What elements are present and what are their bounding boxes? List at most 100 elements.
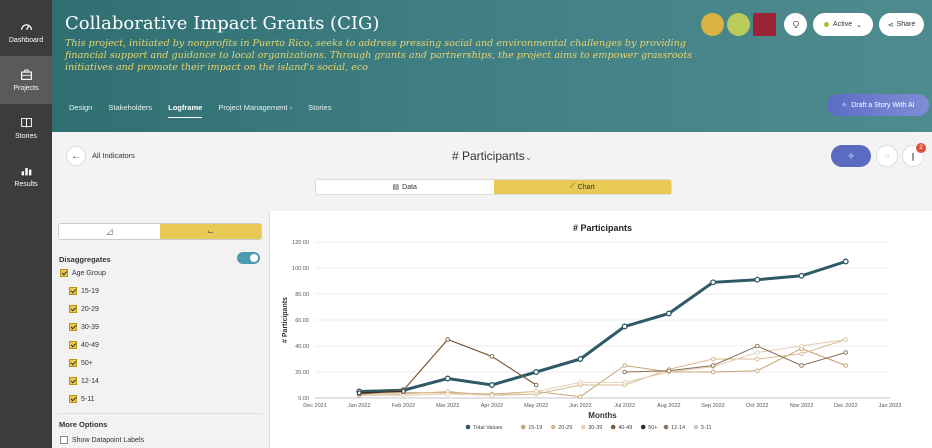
line-chart-icon: ⌙ bbox=[207, 227, 214, 236]
group-checkbox-20-29[interactable]: 20-29 bbox=[69, 305, 99, 313]
checkbox-checked-icon bbox=[69, 377, 77, 385]
indicator-selector[interactable]: # Participants⌄ bbox=[452, 149, 532, 163]
x-tick-label: Jan 2022 bbox=[348, 403, 371, 409]
legend-marker bbox=[465, 424, 471, 430]
ai-tools-button[interactable]: ✧ bbox=[831, 145, 871, 167]
disaggregates-toggle[interactable] bbox=[237, 252, 260, 264]
sdg-goal-icon[interactable] bbox=[753, 13, 776, 36]
series-line bbox=[359, 339, 846, 396]
paperclip-icon: ∥ bbox=[911, 151, 915, 161]
tab-stories[interactable]: Stories bbox=[308, 103, 332, 112]
notification-badge: 2 bbox=[916, 143, 926, 153]
lightbulb-button[interactable] bbox=[784, 13, 807, 36]
nav-results[interactable]: Results bbox=[0, 152, 52, 200]
data-point bbox=[710, 363, 716, 368]
data-point bbox=[799, 351, 804, 357]
draft-story-label: Draft a Story With AI bbox=[851, 101, 915, 109]
show-labels-label: Show Datapoint Labels bbox=[72, 436, 144, 444]
draft-story-ai-button[interactable]: ✧ Draft a Story With AI bbox=[827, 94, 929, 116]
nav-projects[interactable]: Projects bbox=[0, 56, 52, 104]
legend-marker bbox=[663, 424, 669, 430]
chart-view-label: Chart bbox=[577, 183, 595, 191]
data-point bbox=[755, 356, 760, 362]
table-icon: ▤ bbox=[392, 184, 400, 191]
data-point bbox=[356, 390, 362, 396]
data-point bbox=[445, 391, 450, 397]
data-point bbox=[799, 363, 804, 368]
group-checkbox-40-49[interactable]: 40-49 bbox=[69, 341, 99, 349]
sdg-goal-icon[interactable] bbox=[727, 13, 750, 36]
all-indicators-link[interactable]: All Indicators bbox=[92, 151, 135, 160]
data-point bbox=[710, 356, 716, 362]
group-checkbox-50plus[interactable]: 50+ bbox=[69, 359, 93, 367]
magic-wand-icon: ✧ bbox=[841, 102, 848, 109]
magic-wand-icon: ✧ bbox=[847, 150, 855, 161]
legend-label: 30-39 bbox=[588, 425, 602, 431]
data-point bbox=[533, 382, 539, 388]
legend-label: 50+ bbox=[648, 425, 657, 431]
x-tick-label: Feb 2022 bbox=[392, 403, 415, 409]
group-label: 50+ bbox=[81, 359, 93, 367]
tab-stakeholders[interactable]: Stakeholders bbox=[108, 103, 153, 112]
checkbox-checked-icon bbox=[69, 341, 77, 349]
age-group-checkbox[interactable]: Age Group bbox=[60, 269, 106, 277]
sdg-goal-icon[interactable] bbox=[701, 13, 724, 36]
dashboard-gauge-icon bbox=[20, 24, 32, 31]
legend-marker bbox=[520, 424, 526, 430]
series-line bbox=[624, 345, 846, 373]
chart-view-button[interactable]: ⟋ Chart bbox=[493, 180, 671, 194]
group-label: 20-29 bbox=[81, 305, 99, 313]
chevron-down-icon: ⌄ bbox=[856, 21, 862, 29]
nav-dashboard[interactable]: Dashboard bbox=[0, 8, 52, 56]
checkbox-empty-icon bbox=[60, 436, 68, 444]
x-tick-label: Jan 2023 bbox=[879, 403, 902, 409]
group-label: 5-11 bbox=[81, 395, 95, 403]
chart-title: # Participants bbox=[573, 223, 632, 233]
group-checkbox-15-19[interactable]: 15-19 bbox=[69, 287, 99, 295]
series-line bbox=[359, 260, 847, 393]
checkbox-checked-icon bbox=[69, 323, 77, 331]
group-checkbox-30-39[interactable]: 30-39 bbox=[69, 323, 99, 331]
x-tick-label: Apr 2022 bbox=[481, 403, 503, 409]
group-checkbox-5-11[interactable]: 5-11 bbox=[69, 395, 95, 403]
tab-project-management[interactable]: Project Management › bbox=[218, 103, 292, 118]
y-tick-label: 40.00 bbox=[295, 344, 309, 350]
tab-logframe[interactable]: Logframe bbox=[168, 103, 203, 118]
checkbox-checked-icon bbox=[60, 269, 68, 277]
data-point bbox=[843, 337, 849, 342]
data-point bbox=[622, 363, 627, 368]
share-icon: ⋖ bbox=[887, 21, 894, 29]
y-tick-label: 80.00 bbox=[295, 292, 309, 298]
legend-label: Total Values bbox=[473, 425, 503, 431]
x-tick-label: Dec 2022 bbox=[834, 403, 858, 409]
y-tick-label: 20.00 bbox=[295, 370, 309, 376]
legend-label: 12-14 bbox=[671, 425, 685, 431]
checkbox-checked-icon bbox=[69, 287, 77, 295]
tab-design[interactable]: Design bbox=[69, 103, 93, 112]
bar-chart-button[interactable]: ◿ bbox=[59, 224, 160, 239]
nav-projects-label: Projects bbox=[13, 85, 39, 92]
checkbox-checked-icon bbox=[69, 305, 77, 313]
x-tick-label: Jul 2022 bbox=[614, 403, 635, 409]
share-button[interactable]: ⋖ Share bbox=[879, 13, 924, 36]
back-button[interactable]: ← bbox=[66, 146, 86, 166]
divider bbox=[58, 413, 262, 414]
project-header: Collaborative Impact Grants (CIG) This p… bbox=[52, 0, 932, 132]
line-chart-button[interactable]: ⌙ bbox=[160, 224, 261, 239]
hint-button[interactable]: ◌ bbox=[876, 145, 898, 167]
status-dropdown[interactable]: Active ⌄ bbox=[813, 13, 873, 36]
data-point bbox=[710, 369, 716, 375]
legend-marker bbox=[580, 424, 586, 430]
show-datapoint-labels-checkbox[interactable]: Show Datapoint Labels bbox=[60, 436, 144, 444]
line-chart-icon: ⟋ bbox=[569, 183, 575, 190]
chart-type-toggle: ◿ ⌙ bbox=[58, 223, 262, 240]
group-checkbox-12-14[interactable]: 12-14 bbox=[69, 377, 99, 385]
x-tick-label: Nov 2022 bbox=[790, 403, 814, 409]
nav-stories-label: Stories bbox=[15, 133, 37, 140]
data-view-button[interactable]: ▤ Data bbox=[316, 180, 494, 194]
x-tick-label: Sep 2022 bbox=[701, 403, 725, 409]
nav-stories[interactable]: Stories bbox=[0, 104, 52, 152]
data-point bbox=[710, 279, 717, 286]
data-point bbox=[799, 343, 804, 349]
project-description: This project, initiated by nonprofits in… bbox=[65, 38, 693, 73]
